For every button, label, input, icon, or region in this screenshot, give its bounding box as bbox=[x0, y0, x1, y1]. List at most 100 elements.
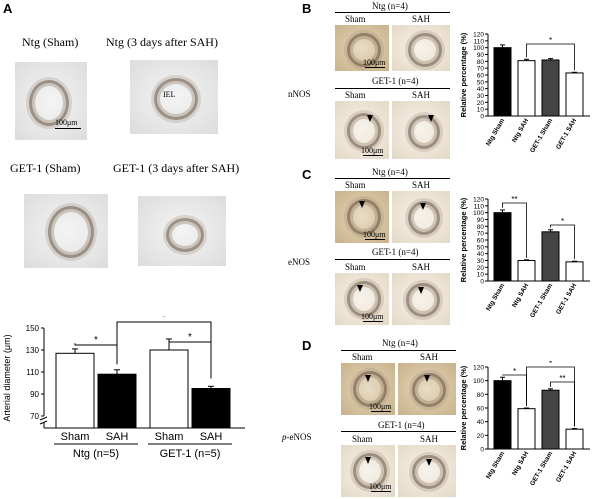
y-tick-label: 40 bbox=[477, 251, 485, 258]
b-sah-label-2: SAH bbox=[412, 90, 431, 100]
d-ntg-header: Ntg (n=4) bbox=[382, 338, 418, 348]
c-img-get1-sham: 100μm bbox=[335, 273, 389, 325]
c-img-ntg-sham: 100μm bbox=[335, 191, 389, 243]
panel-letter-a: A bbox=[3, 1, 13, 16]
bar-ntg-sah bbox=[517, 408, 536, 450]
bar-get-1-sah bbox=[565, 72, 584, 117]
b-sham-label-2: Sham bbox=[345, 90, 366, 100]
significance-label: ** bbox=[559, 374, 565, 383]
c-img-ntg-sah bbox=[392, 191, 450, 243]
b-sah-label: SAH bbox=[412, 14, 431, 24]
significance-label: * bbox=[94, 335, 98, 346]
y-tick-label: 50 bbox=[477, 79, 485, 86]
axis-break-mark bbox=[39, 416, 48, 421]
d-img-ntg-sham: 100μm bbox=[341, 363, 395, 415]
d-marker-prefix: p bbox=[282, 432, 287, 442]
micrograph-ntg-sham: 100μm bbox=[15, 62, 87, 140]
y-tick-label: 90 bbox=[477, 217, 485, 224]
c-ntg-header: Ntg (n=4) bbox=[372, 167, 408, 177]
y-tick-label: 30 bbox=[477, 258, 485, 265]
y-axis-label: Relative percentage (%) bbox=[459, 365, 468, 450]
y-axis-label: Relative percentage (%) bbox=[459, 197, 468, 282]
significance-bracket bbox=[526, 43, 575, 71]
significance-label: * bbox=[549, 361, 552, 368]
y-tick-label: 100 bbox=[473, 378, 484, 385]
y-tick-label: 100 bbox=[473, 210, 484, 217]
y-tick-label: 60 bbox=[477, 406, 485, 413]
scale-label: 100μm bbox=[55, 118, 78, 127]
micrograph-get1-sham bbox=[24, 194, 108, 268]
axis-break-mark bbox=[39, 420, 48, 425]
b-img-ntg-sham: 100μm bbox=[335, 25, 389, 71]
bar-ntg-sham bbox=[493, 380, 512, 450]
x-tick-label: Ntg Sham bbox=[485, 282, 506, 312]
caption-ntg-sah: Ntg (3 days after SAH) bbox=[106, 35, 218, 49]
condition-label: Sham bbox=[155, 431, 184, 443]
x-tick-label: GET-1 SAH bbox=[555, 117, 578, 150]
y-tick-label: 80 bbox=[477, 59, 485, 66]
y-tick-label: 0 bbox=[480, 447, 484, 454]
x-tick-label: Ntg SAH bbox=[511, 282, 530, 309]
y-tick-label: 90 bbox=[477, 52, 485, 59]
significance-label: * bbox=[162, 316, 166, 323]
group-label-ntg: Ntg (n=5) bbox=[73, 448, 119, 460]
y-tick-label: 40 bbox=[477, 419, 485, 426]
panel-letter-c: C bbox=[302, 167, 312, 182]
bar-get-1-sham bbox=[149, 349, 189, 429]
y-tick-label: 70 bbox=[30, 412, 39, 421]
significance-bracket bbox=[550, 381, 575, 427]
d-marker: p-eNOS bbox=[282, 432, 312, 442]
c-sham-label-2: Sham bbox=[345, 262, 366, 272]
significance-bracket bbox=[502, 202, 527, 258]
scale-label: 100μm bbox=[369, 482, 392, 491]
y-tick-label: 70 bbox=[477, 231, 485, 238]
c-sah-label-2: SAH bbox=[412, 262, 431, 272]
d-sham-label-2: Sham bbox=[352, 434, 373, 444]
y-tick-label: 10 bbox=[477, 272, 485, 279]
condition-label: SAH bbox=[106, 431, 129, 443]
d-img-get1-sham: 100μm bbox=[341, 445, 395, 497]
caption-get1-sah: GET-1 (3 days after SAH) bbox=[113, 161, 240, 175]
c-sham-label: Sham bbox=[345, 180, 366, 190]
bar-ntg-sham bbox=[493, 47, 512, 117]
b-ntg-header: Ntg (n=4) bbox=[372, 1, 408, 11]
x-tick-label: GET-1 Sham bbox=[529, 282, 554, 319]
y-tick-label: 20 bbox=[477, 265, 485, 272]
bar-ntg-sham bbox=[55, 352, 95, 429]
y-tick-label: 40 bbox=[477, 86, 485, 93]
caption-ntg-sham: Ntg (Sham) bbox=[22, 35, 79, 49]
x-tick-label: GET-1 Sham bbox=[529, 117, 554, 154]
significance-bracket bbox=[116, 321, 212, 379]
y-axis-label: Relative percentage (%) bbox=[459, 32, 468, 117]
x-tick-label: Ntg SAH bbox=[511, 450, 530, 477]
bar-ntg-sham bbox=[493, 212, 512, 282]
scale-label: 100μm bbox=[363, 58, 386, 67]
bar-get-1-sah bbox=[565, 261, 584, 282]
y-tick-label: 120 bbox=[473, 197, 484, 204]
bar-get-1-sham bbox=[541, 389, 560, 450]
bar-ntg-sah bbox=[517, 260, 536, 282]
y-tick-label: 20 bbox=[477, 100, 485, 107]
y-tick-label: 0 bbox=[480, 114, 484, 121]
y-tick-label: 110 bbox=[474, 203, 485, 210]
d-sham-label: Sham bbox=[352, 352, 373, 362]
y-axis-label: Arterial diameter (μm) bbox=[2, 334, 12, 421]
y-tick-label: 110 bbox=[26, 368, 39, 377]
y-tick-label: 80 bbox=[477, 392, 485, 399]
scale-label: 100μm bbox=[361, 312, 384, 321]
y-tick-label: 70 bbox=[477, 66, 485, 73]
c-marker: eNOS bbox=[288, 257, 310, 267]
b-img-get1-sham: 100μm bbox=[335, 101, 389, 159]
bar-get-1-sah bbox=[191, 388, 231, 429]
group-label-get1: GET-1 (n=5) bbox=[160, 448, 221, 460]
y-tick-label: 10 bbox=[477, 107, 485, 114]
c-sah-label: SAH bbox=[412, 180, 431, 190]
significance-label: * bbox=[549, 36, 552, 45]
y-tick-label: 50 bbox=[477, 244, 485, 251]
x-tick-label: GET-1 SAH bbox=[555, 450, 578, 483]
y-tick-label: 80 bbox=[477, 224, 485, 231]
y-tick-label: 150 bbox=[26, 324, 40, 333]
y-tick-label: 120 bbox=[473, 365, 484, 372]
iel-label: IEL bbox=[163, 90, 176, 99]
